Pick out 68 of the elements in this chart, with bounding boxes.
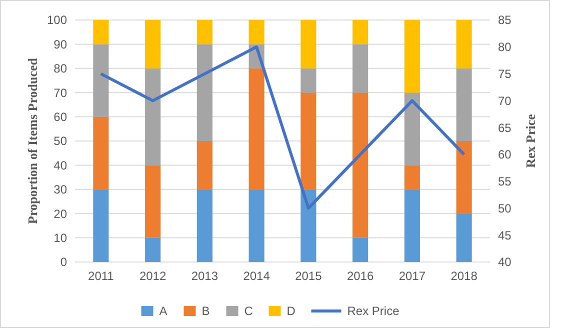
y-tick-label: 90 [54,37,68,52]
bar [248,189,264,262]
x-tick-label: 2016 [346,269,374,283]
y2-axis-title: Rex Price [523,114,538,168]
legend-label: D [286,304,296,318]
bar [456,214,472,262]
bar [145,165,161,238]
y2-tick-label: 80 [498,40,512,54]
y2-tick-label: 65 [498,120,512,135]
bar [196,141,212,190]
y2-tick-label: 55 [498,174,512,189]
y-tick-label: 30 [54,182,68,197]
bar [196,44,212,141]
y2-tick-label: 60 [498,148,512,162]
x-tick-label: 2013 [191,269,218,283]
x-tick-label: 2011 [88,269,114,283]
x-tick-label: 2012 [139,269,166,283]
bar [93,189,109,262]
bar [248,20,264,44]
y-tick-label: 100 [46,13,68,28]
bar [404,189,420,262]
bar [352,20,368,44]
bar [248,68,264,190]
y-tick-label: 0 [60,255,68,270]
y2-tick-label: 70 [498,94,512,108]
y-tick-label: 80 [54,62,68,76]
bar [145,238,161,262]
y-axis-title: Proportion of Items Produced [25,57,40,224]
legend-label: A [159,304,168,318]
bar [196,20,212,44]
bar [456,141,472,214]
bar [404,165,420,190]
bar [93,116,109,190]
x-tick-label: 2018 [450,269,478,283]
legend-label: B [202,304,210,318]
y2-tick-label: 85 [498,13,512,28]
bar [404,20,420,93]
legend-label: Rex Price [347,304,400,318]
y-tick-label: 70 [54,86,68,100]
bar [352,92,368,238]
y-tick-label: 40 [54,158,68,172]
y2-tick-label: 75 [498,66,512,81]
bar [300,20,316,68]
legend-label: C [244,304,254,318]
y-tick-label: 60 [54,110,68,124]
bar [456,20,472,68]
x-tick-label: 2017 [398,269,426,283]
bar [93,20,109,44]
x-tick-label: 2015 [295,269,322,283]
bar [352,238,368,262]
y-tick-label: 10 [54,231,68,245]
y-tick-label: 50 [54,134,68,148]
x-tick-label: 2014 [243,269,270,283]
bar [300,92,316,190]
bar [404,92,420,166]
bar [456,68,472,141]
bar [93,44,109,117]
y2-tick-label: 40 [498,255,512,270]
y-tick-label: 20 [54,206,68,221]
bar [145,68,161,166]
bar [300,68,316,93]
bar [352,44,368,93]
y2-tick-label: 50 [498,201,512,216]
bar [196,189,212,262]
line-series [99,45,466,210]
y2-tick-label: 45 [498,228,512,242]
bar [300,189,316,262]
bar [145,20,161,68]
